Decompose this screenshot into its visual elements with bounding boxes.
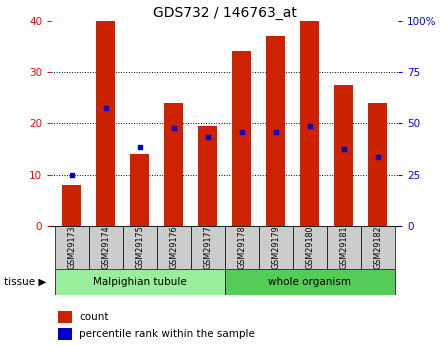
Bar [55,269,225,295]
Text: whole organism: whole organism [268,277,351,287]
Text: GSM29182: GSM29182 [373,226,382,269]
Text: GSM29174: GSM29174 [101,226,110,269]
Text: GSM29177: GSM29177 [203,226,212,269]
Bar [361,226,395,269]
Bar [293,226,327,269]
Bar [368,103,387,226]
Point [170,126,177,131]
Bar [164,103,183,226]
Bar [225,226,259,269]
Bar [191,226,225,269]
Text: GSM29173: GSM29173 [67,226,76,269]
Bar [58,310,72,323]
Bar [62,185,81,226]
Point [136,144,143,150]
Text: GSM29180: GSM29180 [305,226,314,269]
Text: GSM29175: GSM29175 [135,226,144,269]
Title: GDS732 / 146763_at: GDS732 / 146763_at [153,6,297,20]
Point [68,172,75,177]
Point [272,129,279,134]
Point [204,134,211,139]
Bar [89,226,123,269]
Bar [198,126,217,226]
Bar [55,226,89,269]
Point [340,146,348,152]
Text: tissue ▶: tissue ▶ [4,277,47,287]
Text: GSM29181: GSM29181 [340,226,348,269]
Text: Malpighian tubule: Malpighian tubule [93,277,186,287]
Bar [130,154,149,226]
Bar [259,226,293,269]
Text: percentile rank within the sample: percentile rank within the sample [79,329,255,339]
Text: count: count [79,312,109,322]
Bar [123,226,157,269]
Bar [225,269,395,295]
Text: GSM29178: GSM29178 [237,226,246,269]
Bar [327,226,361,269]
Point [306,124,313,129]
Bar [232,51,251,226]
Bar [157,226,191,269]
Point [238,129,245,134]
Bar [58,328,72,340]
Text: GSM29179: GSM29179 [271,226,280,269]
Bar [335,85,353,226]
Bar [96,21,115,226]
Text: GSM29176: GSM29176 [169,226,178,269]
Bar [267,36,285,226]
Point [102,105,109,111]
Point [374,155,381,160]
Bar [300,21,319,226]
